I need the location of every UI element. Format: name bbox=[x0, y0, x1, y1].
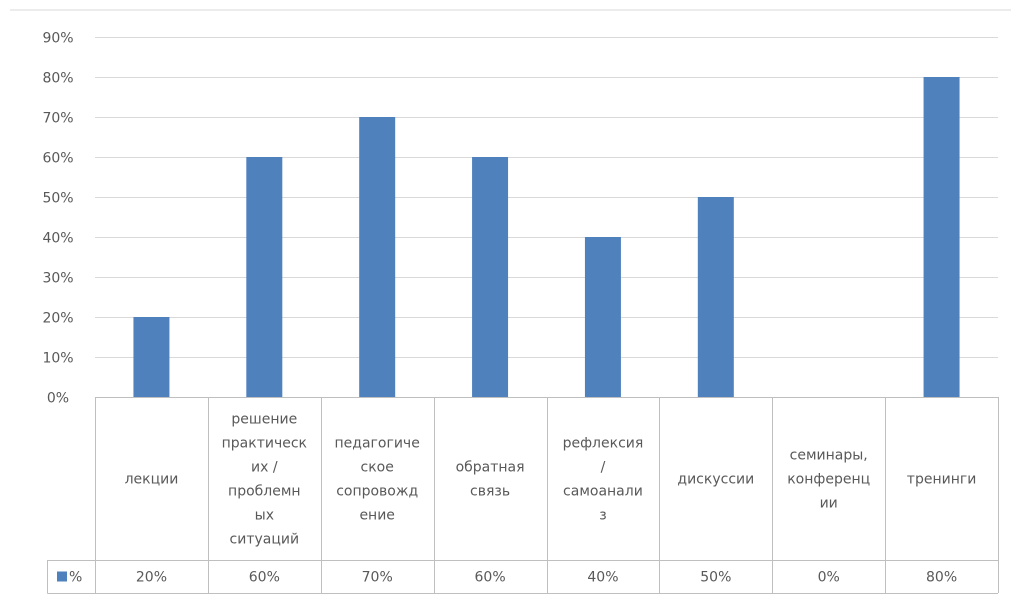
category-label: обратная связь bbox=[456, 460, 525, 500]
category-label: дискуссии bbox=[677, 472, 754, 488]
category-label: лекции bbox=[125, 472, 179, 488]
value-label: 40% bbox=[587, 570, 618, 586]
y-tick-label: 30% bbox=[42, 271, 73, 287]
value-label: 70% bbox=[362, 570, 393, 586]
bar bbox=[472, 157, 509, 397]
category-label: тренинги bbox=[907, 472, 977, 488]
y-tick-label: 60% bbox=[42, 151, 73, 167]
category-label: рефлексия / самоанали з bbox=[563, 436, 644, 524]
data-table bbox=[47, 397, 999, 594]
value-label: 20% bbox=[136, 570, 167, 586]
bar bbox=[246, 157, 283, 397]
bar bbox=[133, 317, 170, 397]
y-tick-label: 10% bbox=[42, 351, 73, 367]
y-tick-label: 70% bbox=[42, 111, 73, 127]
bar bbox=[923, 77, 960, 397]
y-tick-label: 80% bbox=[42, 71, 73, 87]
bar bbox=[697, 197, 734, 397]
category-label: семинары, конференц ии bbox=[787, 448, 870, 512]
y-tick-label: 50% bbox=[42, 191, 73, 207]
value-label: 80% bbox=[926, 570, 957, 586]
label-layer: 0% 10% 20% 30% 40% 50% 60% 70% 80% 90% лекции решен… bbox=[42, 31, 976, 586]
legend-label: % bbox=[69, 570, 82, 586]
category-label: решение практическ их / проблемн ых ситуаций bbox=[222, 412, 307, 548]
category-label: педагогиче ское сопровожд ение bbox=[335, 436, 420, 524]
y-tick-label: 20% bbox=[42, 311, 73, 327]
value-label: 60% bbox=[249, 570, 280, 586]
bar bbox=[359, 117, 396, 397]
grid-layer bbox=[10, 9, 1011, 398]
value-label: 0% bbox=[818, 570, 840, 586]
y-tick-label: 40% bbox=[42, 231, 73, 247]
bar-layer bbox=[133, 77, 960, 397]
y-tick-label: 0% bbox=[47, 391, 69, 407]
value-label: 60% bbox=[475, 570, 506, 586]
bar bbox=[584, 237, 621, 397]
legend-swatch bbox=[57, 571, 67, 582]
y-tick-label: 90% bbox=[42, 31, 73, 47]
value-label: 50% bbox=[700, 570, 731, 586]
